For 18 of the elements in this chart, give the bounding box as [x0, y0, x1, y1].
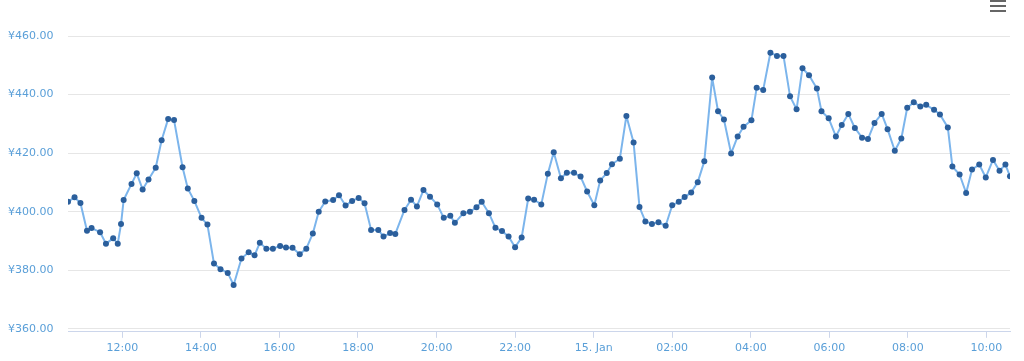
x-tick-label: 16:00 [263, 341, 296, 355]
y-tick-label: ¥380.00 [8, 263, 54, 277]
x-tick-label: 20:00 [420, 341, 453, 355]
x-tick-label: 08:00 [892, 341, 924, 355]
y-tick-label: ¥460.00 [8, 28, 54, 42]
y-tick-label: ¥360.00 [8, 321, 54, 335]
x-tick-label: 04:00 [734, 341, 767, 355]
x-tick-label: 18:00 [342, 341, 374, 355]
x-tick-label: 22:00 [499, 341, 531, 355]
x-tick-label: 10:00 [970, 341, 1003, 355]
x-tick-label: 06:00 [813, 341, 846, 355]
x-tick-label: 02:00 [656, 341, 689, 355]
y-tick-label: ¥420.00 [8, 146, 54, 160]
x-tick-label: 14:00 [185, 341, 217, 355]
y-tick-label: ¥440.00 [8, 87, 54, 101]
x-tick-label: 12:00 [106, 341, 139, 355]
x-tick-label: 15. Jan [574, 341, 613, 355]
y-tick-label: ¥400.00 [8, 204, 54, 218]
